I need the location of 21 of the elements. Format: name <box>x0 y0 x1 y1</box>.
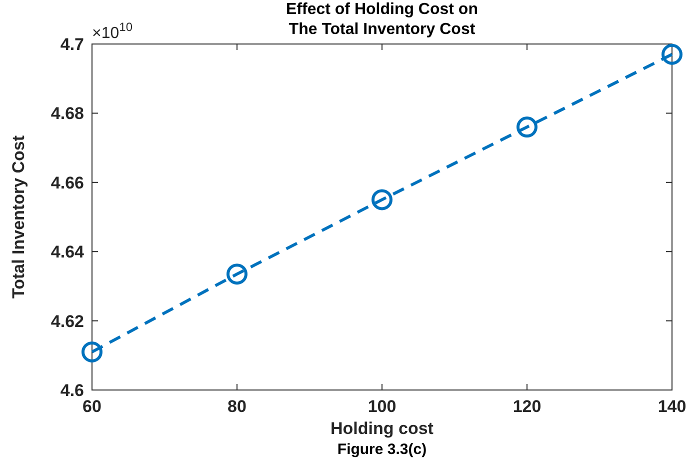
point <box>662 44 682 65</box>
x-tick-label: 60 <box>82 397 102 416</box>
x-tick-label: 140 <box>658 397 686 416</box>
point <box>82 341 102 362</box>
chart-title: Effect of Holding Cost on The Total Inventory Cost <box>286 1 478 38</box>
y-axis-title: Total Inventory Cost <box>9 135 28 299</box>
point <box>372 189 392 210</box>
x-tick-label: 80 <box>228 397 246 416</box>
y-tick-label: 4.64 <box>50 242 85 262</box>
point <box>516 116 538 138</box>
y-tick-label: 4.6 <box>60 381 84 400</box>
y-tick-label: 4.7 <box>60 35 84 54</box>
x-tick-label: 120 <box>512 397 542 416</box>
caption: Figure 3.3(c) <box>337 441 427 458</box>
y-tick-label: 4.68 <box>50 104 84 124</box>
y-tick-label: 4.66 <box>50 173 84 192</box>
x-tick-label: 100 <box>368 397 396 416</box>
point <box>226 264 248 285</box>
x-axis-title: Holding cost <box>330 419 434 438</box>
y-tick-label: 4.62 <box>50 312 84 331</box>
text: ×10$^{10}$ <box>92 20 133 42</box>
